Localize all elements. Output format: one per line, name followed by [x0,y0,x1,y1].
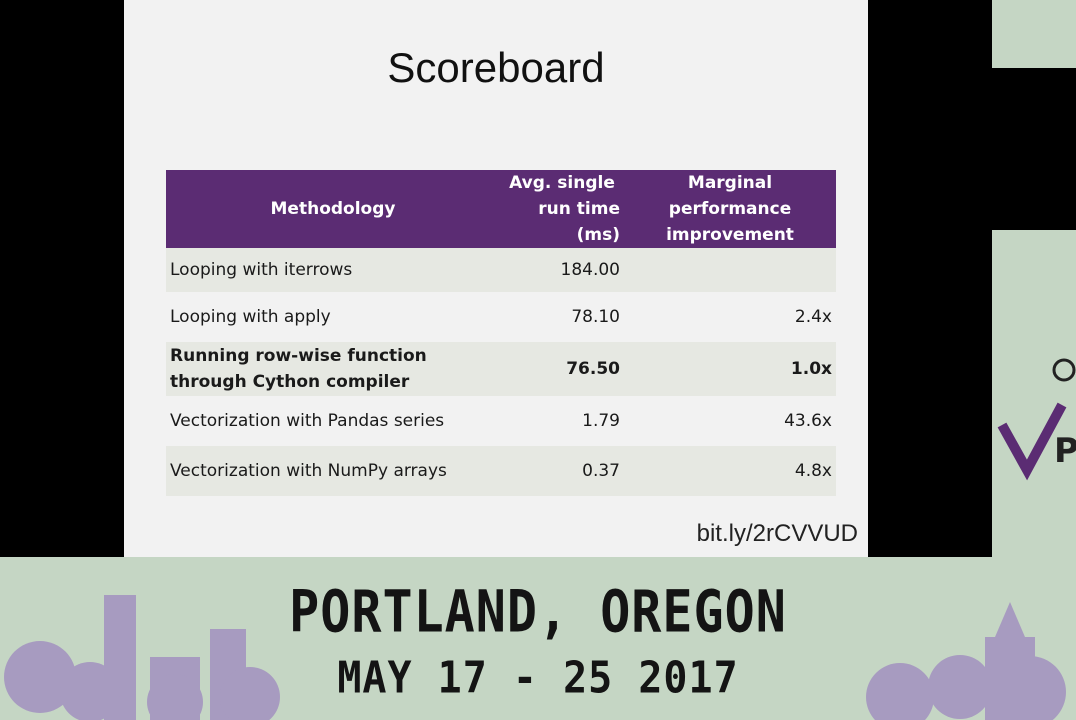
cell-method: Looping with iterrows [166,248,500,292]
cell-method-line1: Running row-wise function [170,346,427,366]
table-row: Looping with apply 78.10 2.4x [166,292,836,342]
cell-method: Looping with apply [170,307,331,327]
table-header-row: Methodology Avg. single run time (ms) Ma… [166,170,836,248]
banner-dates: MAY 17 - 25 2017 [337,652,739,704]
presentation-slide: Scoreboard Methodology Avg. single run t… [124,0,868,557]
cell-time: 1.79 [582,411,620,431]
header-improvement: Marginal performance improvement [624,170,836,248]
cell-method: Running row-wise function through Cython… [166,342,500,396]
header-run-time-line2: run time (ms) [538,199,620,245]
cell-improvement: 43.6x [784,411,832,431]
cell-time: 184.00 [500,248,624,292]
slide-title: Scoreboard [387,44,605,91]
cell-improvement: 2.4x [794,307,832,327]
slide-link: bit.ly/2rCVVUD [696,520,858,547]
cell-time: 78.10 [571,307,620,327]
header-improvement-line2: improvement [666,225,794,245]
table-row: Vectorization with NumPy arrays 0.37 4.8… [166,446,836,496]
side-panel-top [992,0,1076,68]
table-row: Looping with iterrows 184.00 [166,248,836,292]
cell-improvement: 4.8x [624,446,836,496]
header-methodology: Methodology [166,170,500,248]
cell-method: Vectorization with NumPy arrays [166,446,500,496]
cell-improvement: 1.0x [624,342,836,396]
conference-banner: PORTLAND, OREGON MAY 17 - 25 2017 [0,557,1076,720]
table-row: Running row-wise function through Cython… [166,342,836,396]
header-run-time-line1: Avg. single [509,173,615,193]
banner-location: PORTLAND, OREGON [289,578,787,646]
cell-improvement [624,248,836,292]
table-row: Vectorization with Pandas series 1.79 43… [166,396,836,446]
cell-time: 0.37 [500,446,624,496]
header-run-time: Avg. single run time (ms) [500,170,624,248]
city-skyline-icon [4,595,1066,720]
header-improvement-line1: Marginal performance [668,173,792,219]
side-panel-logo: P [992,230,1076,560]
cell-method: Vectorization with Pandas series [170,411,445,431]
scoreboard-table: Methodology Avg. single run time (ms) Ma… [166,170,836,496]
conference-logo-icon: P [997,358,1076,481]
cell-time: 76.50 [500,342,624,396]
svg-text:P: P [1054,431,1076,471]
cell-method-line2: through Cython compiler [170,372,410,392]
